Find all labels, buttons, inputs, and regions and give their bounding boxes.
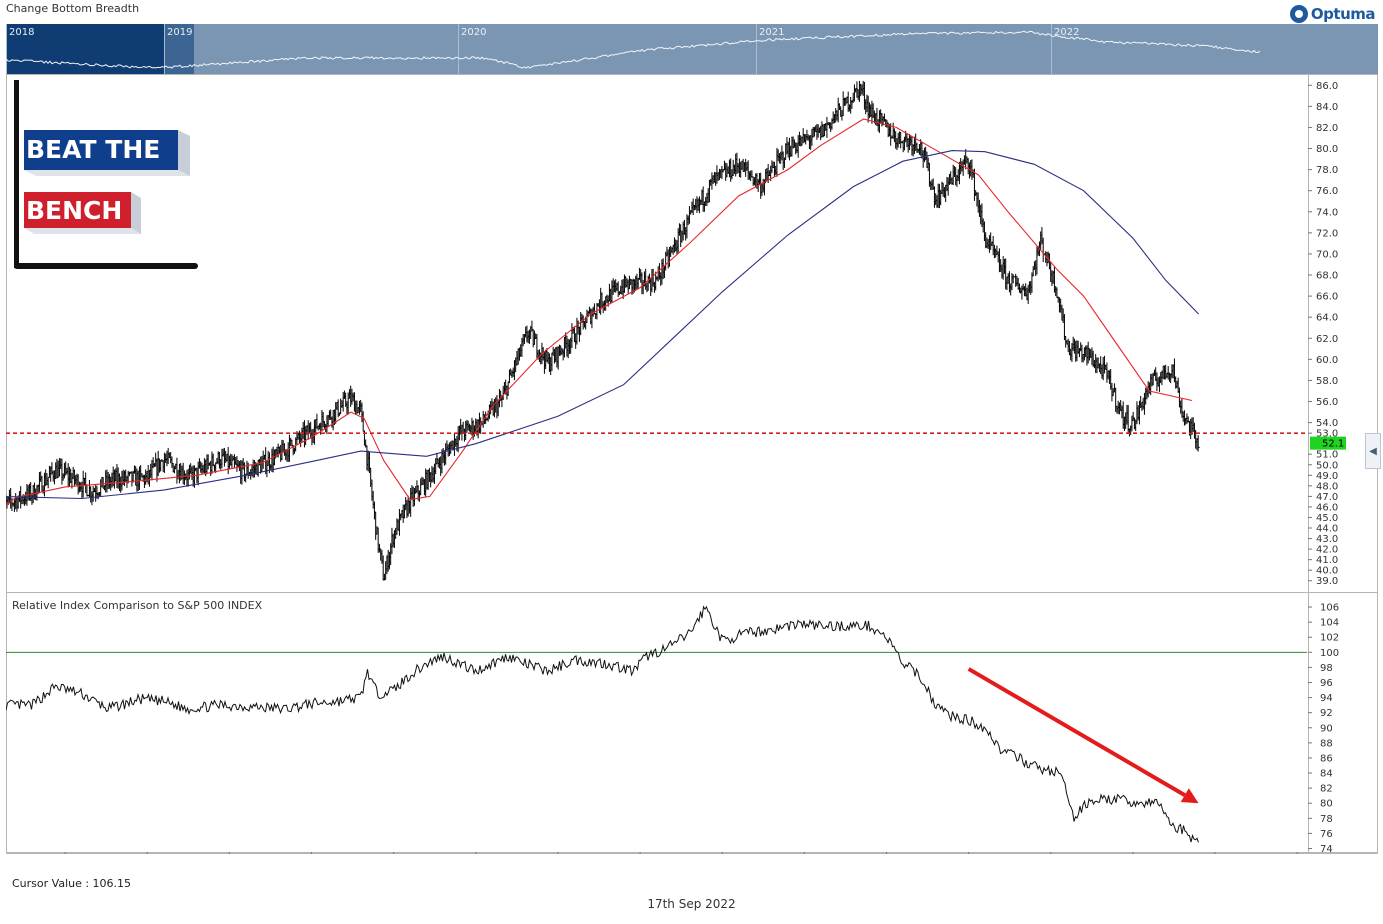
navigator-year-label: 2022 (1054, 27, 1079, 38)
navigator-selected-range[interactable] (6, 24, 164, 74)
y-tick-label: 39.0 (1316, 576, 1338, 587)
navigator-background (6, 24, 1378, 74)
y-tick-label: 68.0 (1316, 271, 1338, 282)
beat-the-bench-graphic: BEAT THE BENCH (14, 80, 198, 269)
current-value-label: 52.1 (1322, 439, 1344, 450)
y-tick-label: 48.0 (1316, 481, 1338, 492)
optuma-logo-icon (1289, 5, 1308, 23)
y-tick-label: 76.0 (1316, 186, 1338, 197)
y-tick-label: 94 (1320, 693, 1333, 704)
trend-arrow-head (1180, 788, 1199, 804)
y-tick-label: 42.0 (1316, 545, 1338, 556)
moving-average-short (6, 118, 1193, 506)
y-tick-label: 62.0 (1316, 334, 1338, 345)
optuma-logo-text: Optuma (1310, 5, 1376, 23)
chevron-left-icon: ◀ (1369, 445, 1377, 457)
y-tick-label: 53.0 (1316, 429, 1338, 440)
y-tick-label: 104 (1320, 618, 1339, 629)
y-tick-label: 64.0 (1316, 313, 1338, 324)
y-tick-label: 96 (1320, 678, 1333, 689)
y-tick-label: 90 (1320, 723, 1333, 734)
y-tick-label: 88 (1320, 738, 1333, 749)
y-tick-label: 82.0 (1316, 123, 1338, 134)
y-tick-label: 49.0 (1316, 471, 1338, 482)
y-tick-label: 58.0 (1316, 376, 1338, 387)
logo-text-line1: BEAT THE (26, 135, 160, 164)
y-tick-label: 46.0 (1316, 502, 1338, 513)
y-tick-label: 47.0 (1316, 492, 1338, 503)
y-tick-label: 80 (1320, 799, 1333, 810)
logo-text-line2: BENCH (26, 196, 122, 225)
panel-collapse-tab[interactable]: ◀ (1365, 433, 1381, 469)
y-tick-label: 74 (1320, 844, 1333, 854)
y-tick-label: 43.0 (1316, 534, 1338, 545)
chart-title: Change Bottom Breadth (6, 2, 140, 15)
time-navigator[interactable]: 2018 2019 2020 2021 2022 (6, 24, 1378, 74)
optuma-logo: Optuma (1289, 3, 1376, 25)
y-tick-label: 60.0 (1316, 355, 1338, 366)
y-tick-label: 106 (1320, 603, 1339, 614)
moving-average-long (6, 150, 1199, 500)
y-tick-label: 80.0 (1316, 144, 1338, 155)
y-tick-label: 70.0 (1316, 249, 1338, 260)
navigator-year-label: 2018 (9, 27, 34, 38)
cursor-value: Cursor Value : 106.15 (12, 877, 132, 890)
y-tick-label: 74.0 (1316, 207, 1338, 218)
y-tick-label: 102 (1320, 633, 1339, 644)
y-tick-label: 41.0 (1316, 555, 1338, 566)
y-tick-label: 66.0 (1316, 292, 1338, 303)
current-value-badge (1310, 436, 1346, 450)
y-tick-label: 92 (1320, 708, 1333, 719)
y-tick-label: 100 (1320, 648, 1339, 659)
y-tick-label: 44.0 (1316, 524, 1338, 535)
y-tick-label: 84 (1320, 769, 1333, 780)
y-tick-label: 54.0 (1316, 418, 1338, 429)
y-tick-label: 86 (1320, 753, 1333, 764)
main-chart-area[interactable]: 86.0 84.0 82.0 80.0 78.0 76.0 74.0 72.0 70.0 68.0… (6, 74, 1378, 854)
y-tick-label: 86.0 (1316, 81, 1338, 92)
y-tick-label: 51.0 (1316, 450, 1338, 461)
y-tick-label: 82 (1320, 784, 1333, 795)
relative-index-title: Relative Index Comparison to S&P 500 IND… (12, 599, 263, 612)
y-tick-label: 45.0 (1316, 513, 1338, 524)
logo-bracket-vertical (14, 80, 19, 268)
chart-date: 17th Sep 2022 (647, 897, 736, 911)
y-tick-label: 50.0 (1316, 460, 1338, 471)
y-tick-label: 98 (1320, 663, 1333, 674)
y-tick-label: 84.0 (1316, 102, 1338, 113)
logo-bracket-horizontal (14, 263, 198, 269)
navigator-year-label: 2019 (167, 27, 192, 38)
price-series (6, 80, 1200, 581)
trend-arrow-shaft (967, 667, 1186, 797)
y-tick-label: 78 (1320, 814, 1333, 825)
navigator-year-label: 2021 (759, 27, 784, 38)
logo-banner-blue (24, 130, 178, 170)
y-tick-label: 56.0 (1316, 397, 1338, 408)
navigator-trace (6, 30, 1261, 69)
y-tick-label: 78.0 (1316, 165, 1338, 176)
relative-index-line (6, 605, 1199, 843)
navigator-year-label: 2020 (461, 27, 486, 38)
y-tick-label: 76 (1320, 829, 1333, 840)
y-tick-label: 72.0 (1316, 228, 1338, 239)
y-tick-label: 40.0 (1316, 566, 1338, 577)
beat-the-bench-logo: BEAT THE BENCH (14, 74, 204, 274)
logo-banner-red (24, 192, 131, 228)
